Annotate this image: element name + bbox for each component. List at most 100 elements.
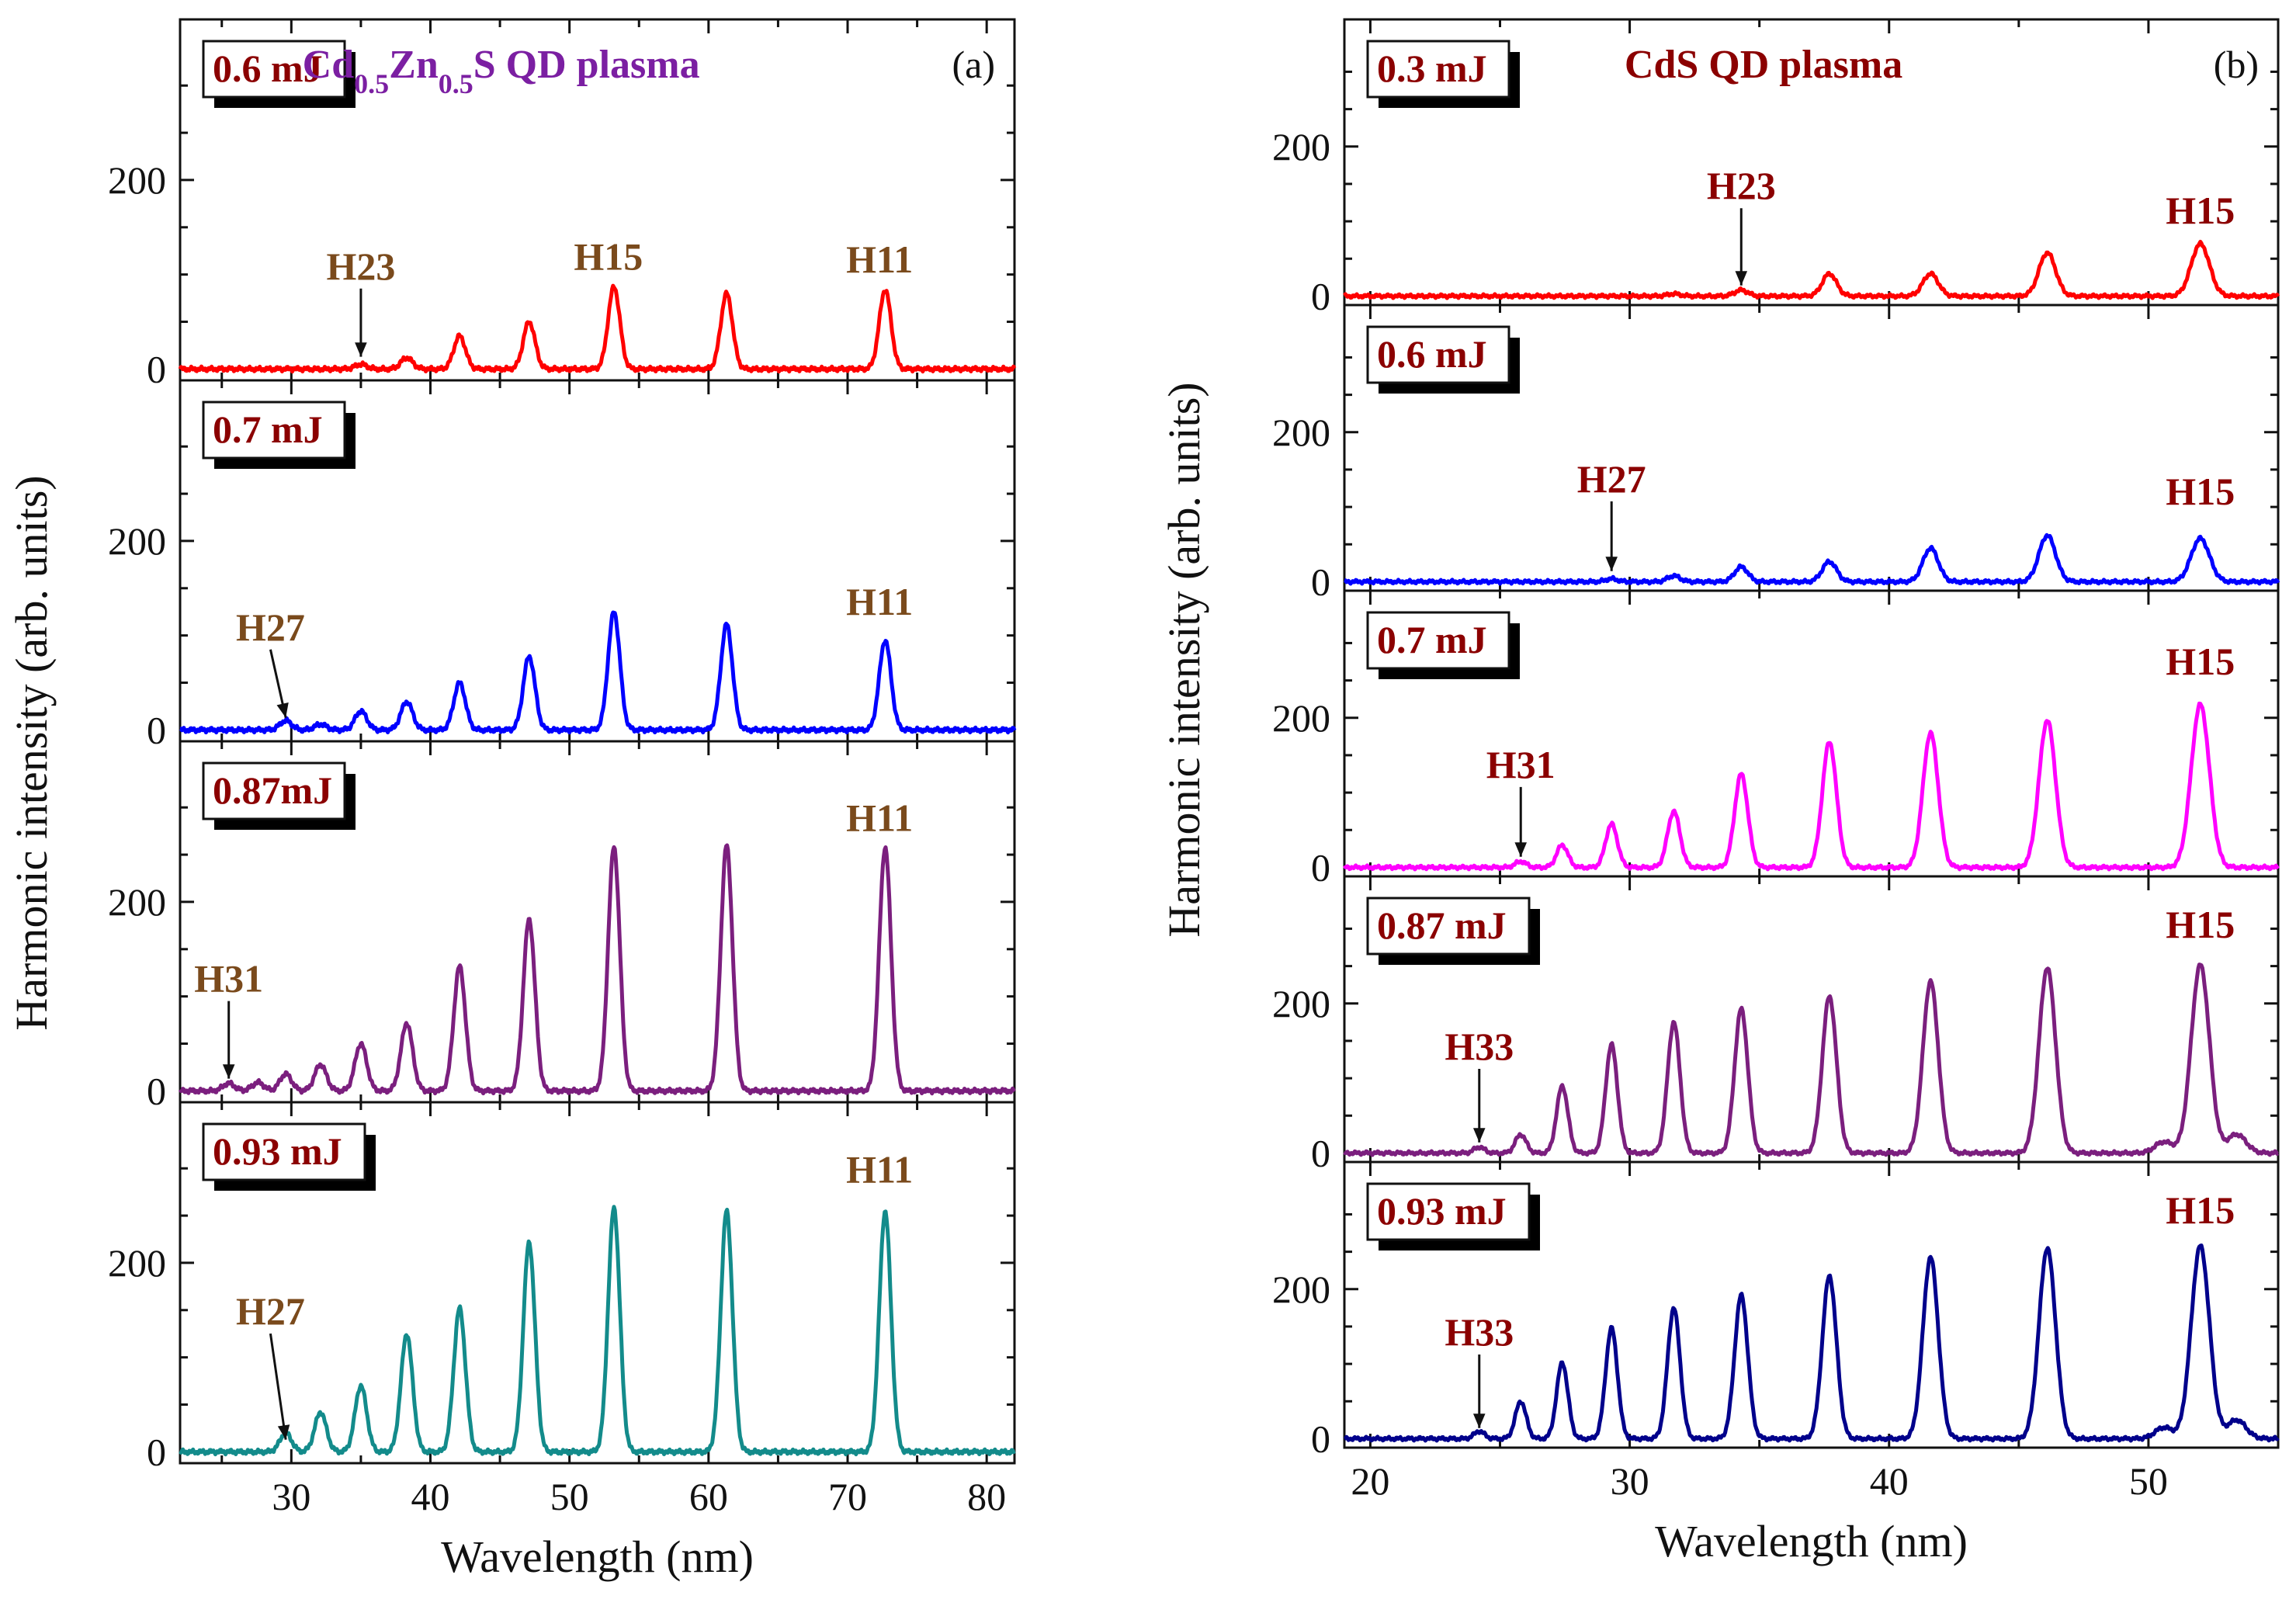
subpanel-frame: [1343, 1160, 2280, 1449]
arrow-head: [1735, 271, 1748, 286]
y-axis-title-right: Harmonic intensity (arb. units): [1159, 382, 1209, 937]
arrow-head: [1472, 1413, 1486, 1428]
arrow-head: [1514, 842, 1528, 857]
spectrum-line: [179, 610, 1017, 735]
harmonic-label: H27: [1577, 457, 1646, 501]
energy-box: [202, 401, 346, 460]
harmonic-label: H11: [846, 238, 913, 281]
x-tick-label: 60: [689, 1475, 728, 1518]
x-tick-label: 40: [1870, 1459, 1909, 1503]
spectrum-line: [1343, 239, 2280, 300]
spectrum-line: [178, 843, 1016, 1096]
y-tick-label: 0: [1311, 560, 1330, 603]
y-tick-label: 200: [1272, 125, 1330, 168]
energy-box: [202, 761, 346, 820]
y-tick-label: 0: [1311, 845, 1330, 889]
arrow-head: [355, 342, 367, 357]
harmonic-label: H23: [326, 245, 395, 288]
harmonic-label: H33: [1445, 1310, 1514, 1354]
arrow-shaft: [269, 1333, 287, 1440]
energy-box: [1366, 1182, 1531, 1241]
y-tick-label: 200: [108, 158, 166, 202]
energy-box: [1366, 897, 1531, 956]
energy-box: [202, 40, 346, 99]
energy-label: 0.6 mJ: [1377, 332, 1487, 376]
harmonic-label: H15: [2166, 903, 2235, 946]
y-tick-label: 0: [1311, 274, 1330, 317]
energy-label: 0.3 mJ: [1377, 47, 1487, 90]
y-tick-label: 200: [1272, 982, 1330, 1025]
y-tick-label: 200: [108, 880, 166, 924]
spectrum-line: [1343, 1244, 2280, 1443]
y-tick-label: 0: [1311, 1417, 1330, 1460]
harmonic-label: H31: [1486, 743, 1556, 786]
panel-title: Cd0.5Zn0.5S QD plasma: [303, 43, 700, 99]
panel-title: CdS QD plasma: [1625, 43, 1902, 87]
x-tick-label: 20: [1351, 1459, 1389, 1503]
subpanel-b-1: 0 200 0.6 mJ H27 H15: [1272, 304, 2280, 603]
subpanel-b-0: 0 200 0.3 mJ H23 H15 CdS QD plasma (b): [1272, 18, 2280, 317]
subpanel-a-3: 0 200 0.93 mJ H27 H11: [108, 1101, 1016, 1473]
harmonic-label: H15: [2166, 1188, 2235, 1232]
x-tick-label: 50: [550, 1475, 589, 1518]
x-tick-label: 50: [2129, 1459, 2168, 1503]
energy-box: [202, 1122, 366, 1181]
arrow-head: [1472, 1128, 1486, 1143]
harmonic-label: H31: [194, 957, 263, 1001]
x-tick-label: 30: [1611, 1459, 1649, 1503]
subpanel-a-1: 0 200 0.7 mJ H27 H11: [108, 379, 1017, 751]
y-tick-label: 200: [108, 1241, 166, 1285]
spectrum-line: [1343, 532, 2280, 586]
harmonic-label: H11: [846, 580, 913, 623]
x-tick-label: 70: [828, 1475, 867, 1518]
subpanel-b-4: 0 200 0.93 mJ H33 H15: [1272, 1160, 2280, 1460]
subpanel-a-2: 0 200 0.87mJ H31 H11: [108, 740, 1016, 1112]
harmonic-label: H11: [846, 796, 913, 840]
x-tick-label: 80: [967, 1475, 1006, 1518]
energy-label: 0.93 mJ: [1377, 1189, 1507, 1233]
y-tick-label: 200: [108, 519, 166, 563]
y-tick-label: 200: [1272, 1268, 1330, 1311]
y-tick-label: 0: [147, 347, 166, 390]
y-tick-label: 0: [147, 1069, 166, 1112]
energy-label: 0.6 mJ: [213, 47, 323, 90]
energy-box: [1366, 325, 1510, 384]
harmonic-label: H15: [2166, 189, 2235, 232]
x-tick-label: 40: [411, 1475, 450, 1518]
harmonic-label: H27: [236, 605, 305, 649]
y-tick-label: 0: [147, 708, 166, 751]
y-tick-label: 200: [1272, 696, 1330, 740]
energy-label: 0.7 mJ: [213, 408, 323, 451]
subpanel-b-2: 0 200 0.7 mJ H31 H15: [1272, 589, 2280, 889]
x-tick-label: 30: [272, 1475, 310, 1518]
harmonic-label: H27: [236, 1289, 305, 1333]
arrow-head: [222, 1064, 235, 1079]
y-tick-label: 0: [147, 1430, 166, 1473]
y-tick-label: 0: [1311, 1131, 1330, 1174]
harmonic-label: H15: [2166, 640, 2235, 683]
arrow-head: [277, 1424, 290, 1440]
y-axis-title-left: Harmonic intensity (arb. units): [6, 475, 57, 1030]
subpanel-frame: [179, 1101, 1016, 1465]
spectrum-line: [1342, 701, 2280, 872]
harmonic-label: H15: [574, 235, 643, 279]
harmonic-label: H11: [846, 1147, 913, 1191]
harmonic-label: H23: [1707, 164, 1776, 207]
panel-id: (a): [952, 43, 996, 86]
harmonic-label: H33: [1445, 1025, 1514, 1068]
spectrum-line: [179, 1205, 1016, 1457]
subpanel-b-3: 0 200 0.87 mJ H33 H15: [1272, 875, 2280, 1174]
spectrum-line: [178, 283, 1017, 374]
x-axis-title: Wavelength (nm): [441, 1531, 754, 1582]
energy-box: [1366, 611, 1510, 670]
subpanel-a-0: 0 200 0.6 mJ H23 H15 H11 Cd0.5Zn0.5S QD plasma…: [108, 18, 1017, 390]
y-tick-label: 200: [1272, 411, 1330, 454]
energy-label: 0.7 mJ: [1377, 618, 1487, 661]
harmonic-label: H15: [2166, 470, 2235, 513]
x-axis-title: Wavelength (nm): [1655, 1516, 1968, 1566]
energy-label: 0.87mJ: [213, 768, 332, 812]
panel-a: 0 200 0.6 mJ H23 H15 H11 Cd0.5Zn0.5S QD plasma…: [108, 18, 1017, 1582]
panel-id: (b): [2214, 43, 2259, 86]
